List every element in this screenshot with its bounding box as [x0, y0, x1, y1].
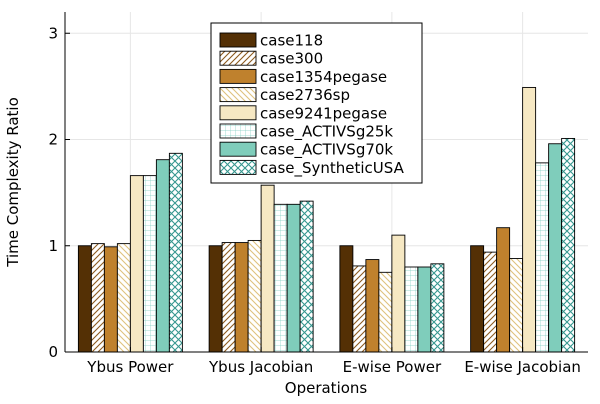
y-tick-label: 3 [48, 24, 58, 42]
bar-case_ACTIVSg25k-ybus-power [142, 175, 157, 353]
legend-swatch-case1354pegase [219, 68, 257, 84]
bar-case_SyntheticUSA-ybus-jacobian [299, 200, 314, 353]
bar-case_ACTIVSg70k-e-wise-power [417, 266, 432, 353]
bar-case_ACTIVSg25k-e-wise-power [404, 266, 419, 353]
bar-case_ACTIVSg70k-ybus-jacobian [286, 203, 301, 353]
bar-case1354pegase-e-wise-power [365, 259, 380, 353]
legend-label-case1354pegase: case1354pegase [260, 68, 387, 86]
bar-case2736sp-e-wise-power [378, 271, 393, 353]
bar-case118-e-wise-power [339, 245, 354, 353]
legend: case118case300case1354pegasecase2736spca… [210, 22, 423, 184]
bar-case118-ybus-jacobian [208, 245, 223, 353]
bar-case118-ybus-power [77, 245, 92, 353]
x-tick-label: E-wise Power [343, 358, 442, 376]
legend-swatch-case2736sp [219, 87, 257, 103]
y-ticks: 0 1 2 3 [48, 24, 70, 361]
bar-case1354pegase-e-wise-jacobian [496, 227, 511, 353]
y-tick-label: 2 [48, 131, 58, 149]
x-axis-title: Operations [285, 379, 368, 397]
bar-case_ACTIVSg25k-e-wise-jacobian [535, 162, 550, 353]
bar-case9241pegase-ybus-jacobian [260, 184, 275, 353]
legend-swatch-case_ACTIVSg70k [219, 141, 257, 157]
x-ticks: Ybus Power Ybus Jacobian E-wise Power E-wis… [86, 347, 581, 376]
bar-case2736sp-e-wise-jacobian [509, 258, 524, 353]
legend-label-case_SyntheticUSA: case_SyntheticUSA [260, 159, 405, 178]
bar-case9241pegase-ybus-power [129, 175, 144, 353]
bar-case1354pegase-ybus-power [103, 246, 118, 353]
bar-case300-ybus-jacobian [221, 242, 236, 353]
x-tick-label: Ybus Jacobian [208, 358, 313, 376]
legend-label-case_ACTIVSg70k: case_ACTIVSg70k [260, 141, 393, 160]
bar-case_ACTIVSg70k-e-wise-jacobian [548, 143, 563, 353]
legend-swatch-case9241pegase [219, 105, 257, 121]
y-tick-label: 1 [48, 237, 58, 255]
y-axis-title: Time Complexity Ratio [4, 97, 22, 267]
legend-label-case_ACTIVSg25k: case_ACTIVSg25k [260, 123, 393, 142]
axes [64, 12, 588, 353]
bar-case300-e-wise-jacobian [483, 251, 498, 353]
bar-case_ACTIVSg25k-ybus-jacobian [273, 203, 288, 353]
x-tick-label: E-wise Jacobian [464, 358, 581, 376]
legend-label-case2736sp: case2736sp [260, 86, 350, 104]
bar-case_SyntheticUSA-e-wise-jacobian [561, 137, 576, 353]
legend-label-case118: case118 [260, 32, 323, 50]
bar-case_SyntheticUSA-e-wise-power [430, 263, 445, 353]
legend-label-case300: case300 [260, 50, 323, 68]
x-tick-label: Ybus Power [86, 358, 174, 376]
y-tick-label: 0 [48, 343, 58, 361]
bar-case2736sp-ybus-jacobian [247, 239, 262, 353]
bar-case1354pegase-ybus-jacobian [234, 242, 249, 353]
bar-case2736sp-ybus-power [116, 243, 131, 353]
bar-case300-ybus-power [90, 243, 105, 353]
bar-case9241pegase-e-wise-jacobian [522, 86, 537, 353]
legend-swatch-case_ACTIVSg25k [219, 123, 257, 139]
legend-swatch-case_SyntheticUSA [219, 159, 257, 175]
legend-swatch-case118 [219, 32, 257, 48]
bar-case300-e-wise-power [352, 265, 367, 353]
bar-case9241pegase-e-wise-power [391, 234, 406, 353]
legend-swatch-case300 [219, 50, 257, 66]
bar-case_SyntheticUSA-ybus-power [168, 152, 183, 353]
bar-case118-e-wise-jacobian [470, 245, 485, 353]
bar-case_ACTIVSg70k-ybus-power [155, 159, 170, 353]
legend-label-case9241pegase: case9241pegase [260, 104, 387, 122]
